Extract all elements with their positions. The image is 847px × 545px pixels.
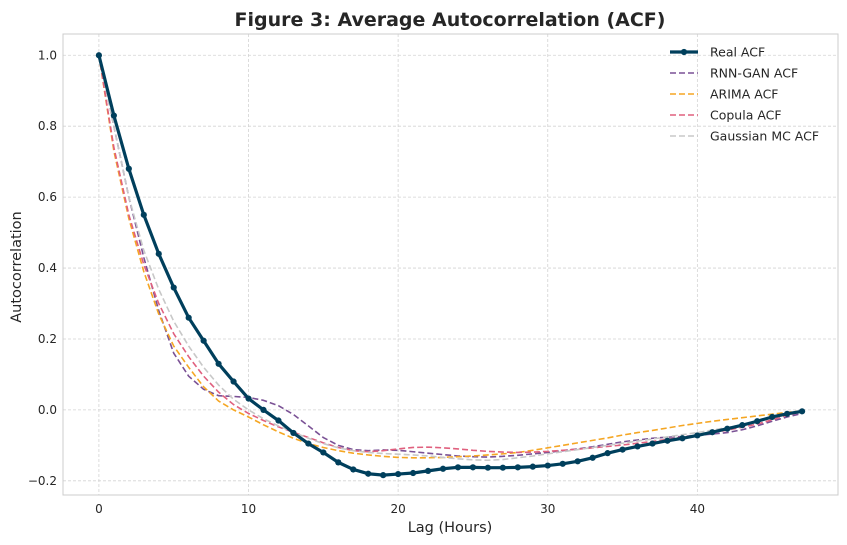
x-tick-label: 40	[690, 502, 705, 516]
real-acf-point	[245, 395, 252, 402]
real-acf-point	[784, 410, 791, 417]
real-acf-point	[694, 432, 701, 439]
real-acf-point	[664, 437, 671, 444]
real-acf-point	[589, 454, 596, 461]
y-tick-label: 0.8	[38, 119, 57, 133]
real-acf-point	[469, 464, 477, 471]
x-tick-label: 0	[95, 502, 103, 516]
y-axis-label: Autocorrelation	[9, 211, 25, 322]
legend-label-arima-acf: ARIMA ACF	[710, 87, 778, 102]
x-tick-label: 10	[241, 502, 256, 516]
real-acf-point	[634, 443, 641, 450]
real-acf-point	[200, 337, 207, 344]
tick-labels: 0 10 20 30 40 −0.2 0.0 0.2 0.4 0.6 0.8 1.0	[28, 48, 705, 516]
real-acf-point	[275, 417, 282, 424]
series-lines	[95, 52, 806, 479]
real-acf-point	[574, 458, 581, 465]
chart-title: Figure 3: Average Autocorrelation (ACF)	[235, 9, 666, 31]
real-acf-point	[395, 470, 402, 478]
arima-acf-line	[98, 55, 803, 459]
real-acf-point	[140, 211, 147, 218]
grid	[63, 34, 838, 495]
gaussian-mc-acf-line	[98, 55, 803, 462]
real-acf-point	[230, 378, 237, 385]
real-acf-point	[350, 466, 357, 473]
real-acf-point	[170, 284, 177, 291]
real-acf-point	[649, 440, 656, 447]
real-acf-point	[769, 413, 776, 421]
real-acf-point	[514, 464, 521, 471]
x-tick-label: 30	[540, 502, 555, 516]
legend-label-real-acf: Real ACF	[710, 45, 765, 60]
real-acf-point	[95, 52, 103, 59]
rnn-gan-acf-line	[98, 55, 803, 458]
real-acf-point	[320, 449, 327, 456]
legend-label-gaussian-mc-acf: Gaussian MC ACF	[710, 129, 819, 144]
real-acf-point	[754, 418, 761, 425]
real-acf-point	[439, 465, 447, 472]
real-acf-point	[424, 467, 432, 474]
y-tick-label: 0.0	[38, 403, 57, 417]
legend-label-rnn-gan-acf: RNN-GAN ACF	[710, 66, 798, 81]
real-acf-point	[260, 406, 267, 413]
y-tick-label: −0.2	[28, 474, 57, 488]
real-acf-point	[484, 464, 492, 471]
real-acf-point	[559, 460, 566, 467]
y-tick-label: 0.4	[38, 261, 57, 275]
y-tick-label: 0.6	[38, 190, 57, 204]
plot-frame	[62, 33, 839, 496]
real-acf-point	[380, 472, 387, 479]
real-acf-point	[290, 429, 297, 437]
real-acf-point	[125, 165, 132, 172]
real-acf-point	[499, 464, 506, 471]
real-acf-point	[604, 450, 611, 457]
real-acf-point	[709, 429, 716, 436]
real-acf-point	[544, 462, 551, 469]
real-acf-point	[305, 440, 312, 447]
real-acf-point	[529, 463, 536, 470]
real-acf-point	[110, 112, 117, 119]
legend: Real ACF RNN-GAN ACF ARIMA ACF Copula ACF Ga…	[670, 45, 819, 144]
real-acf-point	[619, 446, 626, 453]
real-acf-point	[409, 469, 417, 477]
x-tick-label: 20	[390, 502, 405, 516]
y-tick-label: 1.0	[38, 48, 57, 62]
legend-label-copula-acf: Copula ACF	[710, 108, 782, 123]
x-axis-label: Lag (Hours)	[408, 520, 493, 536]
real-acf-point	[155, 250, 162, 257]
real-acf-point	[739, 422, 746, 429]
real-acf-point	[724, 425, 731, 432]
real-acf-point	[454, 464, 462, 471]
copula-acf-line	[98, 55, 803, 454]
y-tick-label: 0.2	[38, 332, 57, 346]
real-acf-point	[365, 470, 372, 477]
real-acf-point	[335, 459, 342, 466]
legend-marker-real-acf	[680, 48, 688, 56]
real-acf-line	[97, 54, 803, 477]
real-acf-point	[215, 360, 222, 367]
real-acf-point	[185, 314, 192, 321]
real-acf-point	[679, 435, 686, 442]
real-acf-point	[798, 408, 806, 415]
